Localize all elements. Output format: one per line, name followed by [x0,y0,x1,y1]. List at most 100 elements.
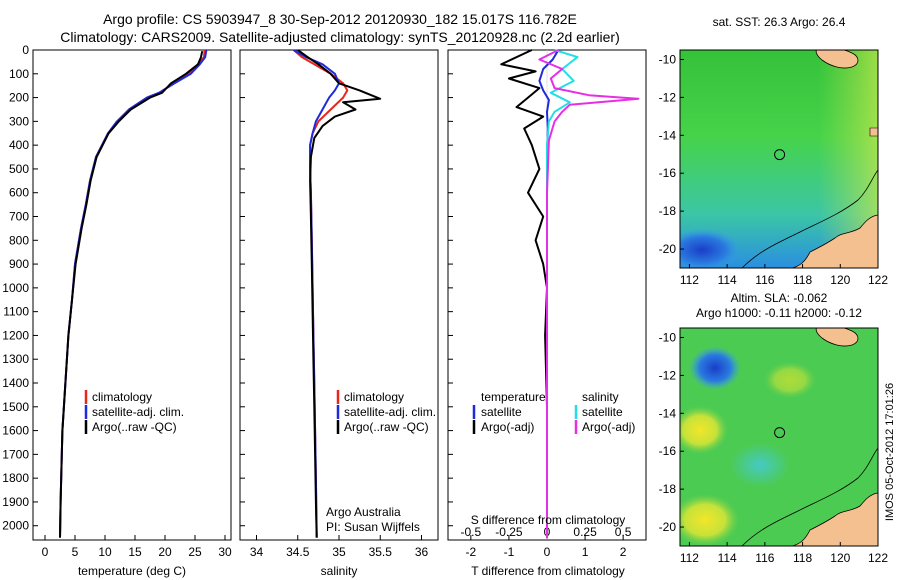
sla-mid-patch [730,443,790,487]
legend-climatology-label: climatology [344,390,404,404]
legend-salinity-title: salinity [582,390,619,404]
x-tick-label: 30 [218,545,232,559]
salinity-legend: climatology satellite-adj. clim. Argo(..… [336,390,436,434]
legend-climatology-label: climatology [92,390,152,404]
sla-high-patch-3 [764,362,816,398]
temperature-axes-frame [32,49,232,541]
t-difference-xlabel: T difference from climatology [471,564,625,578]
salinity-axes-frame [239,49,439,541]
x-tick-label: 20 [158,545,172,559]
sla-high-patch-2 [680,494,739,546]
map-y-tick-label: -12 [659,368,677,382]
x-tick-label: 34.5 [286,545,310,559]
map-x-tick-label: 118 [793,273,812,287]
legend-argo-label: Argo(..raw -QC) [344,420,429,434]
temperature-panel: 0 5 10 15 20 25 30 temperature (deg C) climato… [32,49,232,578]
legend-sal-satellite-label: satellite [582,405,623,419]
map-x-tick-label: 112 [680,273,699,287]
map-y-tick-label: -16 [659,444,677,458]
sla-map-frame [679,327,879,547]
sla-argo-location-marker [774,427,786,439]
x-tick-label: 10 [98,545,112,559]
depth-tick-label: 700 [9,210,29,224]
depth-tick-label: 1800 [2,471,29,485]
title-line2: Climatology: CARS2009. Satellite-adjuste… [60,29,620,45]
series-line-satellite-adj-clim [59,49,208,538]
map-x-tick-label: 122 [868,551,888,565]
sla-low-patch [689,346,741,390]
map-x-tick-label: 116 [755,273,774,287]
map-y-tick-label: -10 [659,330,677,344]
legend-satellite-label: satellite-adj. clim. [344,405,436,419]
map-y-tick-label: -20 [659,242,677,256]
x-tick-label: -1 [504,545,515,559]
series-line-climatology [292,49,349,538]
annotation-pi: PI: Susan Wijffels [326,520,420,534]
sst-mainland [791,214,878,268]
series-line-temperature-argo-adj [500,49,548,538]
x-tick-label: 36 [415,545,429,559]
imos-timestamp: IMOS 05-Oct-2012 17:01:26 [884,383,896,521]
salinity-panel: 34 34.5 35 35.5 36 salinity climatology sate… [239,49,439,578]
x-tick-label: 35.5 [369,545,393,559]
map-x-tick-label: 114 [718,551,737,565]
map-y-tick-label: -14 [659,406,677,420]
temperature-xlabel: temperature (deg C) [78,564,186,578]
legend-temp-satellite-label: satellite [481,405,522,419]
sst-map-field [680,50,878,268]
depth-tick-label: 1000 [2,281,29,295]
map-x-tick-label: 112 [680,551,699,565]
annotation-argo-australia: Argo Australia [326,505,401,519]
difference-legend: temperature satellite Argo(-adj) salinit… [472,390,635,434]
x-tick-label: 35 [332,545,346,559]
map-y-tick-label: -20 [659,520,677,534]
sst-argo-location-marker [774,149,786,161]
difference-panel: -2 -1 0 1 2-0.5 -0.25 0 0.25 0.5 S difference fr… [447,49,647,578]
legend-temp-argo-label: Argo(-adj) [481,420,534,434]
s-diff-tick-label: 0.25 [573,525,597,539]
legend-argo-label: Argo(..raw -QC) [92,420,177,434]
depth-tick-label: 1600 [2,424,29,438]
s-diff-tick-label: 0.5 [615,525,632,539]
depth-tick-label: 300 [9,114,29,128]
x-tick-label: 0 [42,545,49,559]
map-y-tick-label: -18 [659,204,677,218]
map-x-tick-label: 120 [830,273,850,287]
x-tick-label: 34 [250,545,264,559]
depth-axis: 0 100 200 300 400 500 600 700 800 900 1000 1100 1200… [2,43,453,533]
depth-tick-label: 1900 [2,495,29,509]
depth-tick-label: 1200 [2,328,29,342]
depth-tick-label: 0 [22,43,29,57]
sla-map-field [680,328,878,546]
depth-tick-label: 1700 [2,447,29,461]
map-x-tick-label: 118 [793,551,812,565]
x-tick-label: 15 [128,545,142,559]
depth-tick-label: 1300 [2,352,29,366]
depth-tick-label: 1100 [3,305,29,319]
depth-tick-label: 100 [9,67,29,81]
legend-temperature-title: temperature [481,390,546,404]
legend-sal-argo-label: Argo(-adj) [582,420,635,434]
depth-tick-label: 2000 [2,519,29,533]
x-tick-label: 2 [620,545,627,559]
map-x-tick-label: 120 [830,551,850,565]
salinity-xlabel: salinity [321,564,358,578]
depth-tick-label: 200 [9,91,29,105]
depth-tick-label: 400 [9,138,29,152]
x-tick-label: 1 [582,545,589,559]
map-x-tick-label: 114 [718,273,737,287]
sla-map-panel: Altim. SLA: -0.062 Argo h1000: -0.11 h20… [659,291,889,565]
s-diff-tick-label: -0.25 [495,525,523,539]
series-line-argo-raw-qc [59,51,204,538]
map-x-tick-label: 122 [868,273,888,287]
sst-map-panel: sat. SST: 26.3 Argo: 26.4 112 114 116 118 12… [659,15,889,287]
depth-tick-label: 600 [9,186,29,200]
x-tick-label: 5 [72,545,79,559]
sla-island-north [815,328,859,347]
sst-map-title: sat. SST: 26.3 Argo: 26.4 [713,15,846,29]
sla-bathymetry-contour [741,447,878,546]
x-tick-label: 25 [188,545,202,559]
map-x-tick-label: 116 [755,551,774,565]
map-y-tick-label: -12 [659,90,677,104]
